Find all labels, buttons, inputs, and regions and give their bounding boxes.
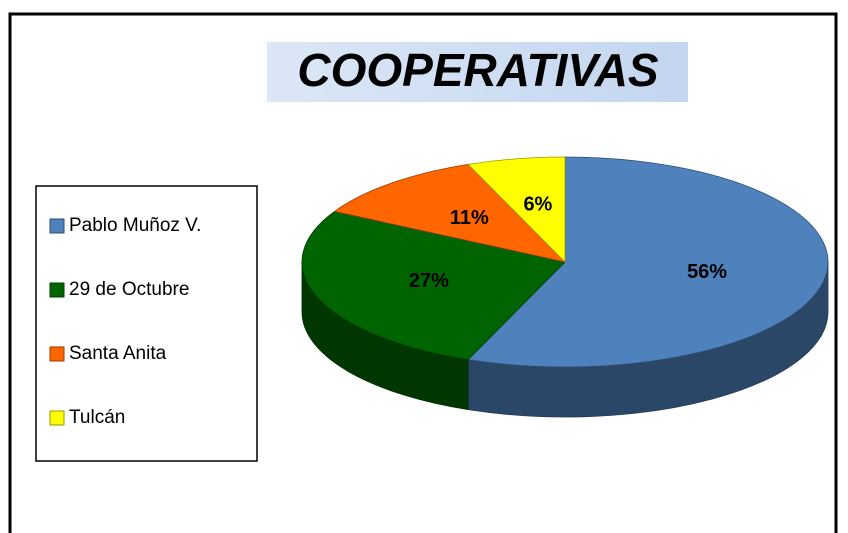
legend-box — [35, 185, 258, 462]
legend-swatch — [49, 218, 65, 234]
legend-swatch — [49, 346, 65, 362]
data-label: 11% — [450, 207, 489, 229]
data-label: 6% — [523, 194, 552, 216]
legend-label: Santa Anita — [69, 343, 167, 364]
data-label: 27% — [409, 270, 449, 292]
legend-label: Pablo Muñoz V. — [69, 215, 201, 236]
chart-title: COOPERATIVAS — [297, 44, 659, 96]
legend-swatch — [49, 410, 65, 426]
data-label: 56% — [687, 261, 727, 283]
slice — [301, 210, 566, 361]
frame — [8, 12, 838, 533]
slice — [467, 156, 566, 263]
legend-swatch — [49, 282, 65, 298]
title-background — [267, 42, 688, 102]
legend-label: 29 de Octubre — [69, 279, 189, 300]
slice — [467, 156, 829, 368]
legend-label: Tulcán — [69, 407, 125, 428]
slice — [333, 163, 567, 263]
